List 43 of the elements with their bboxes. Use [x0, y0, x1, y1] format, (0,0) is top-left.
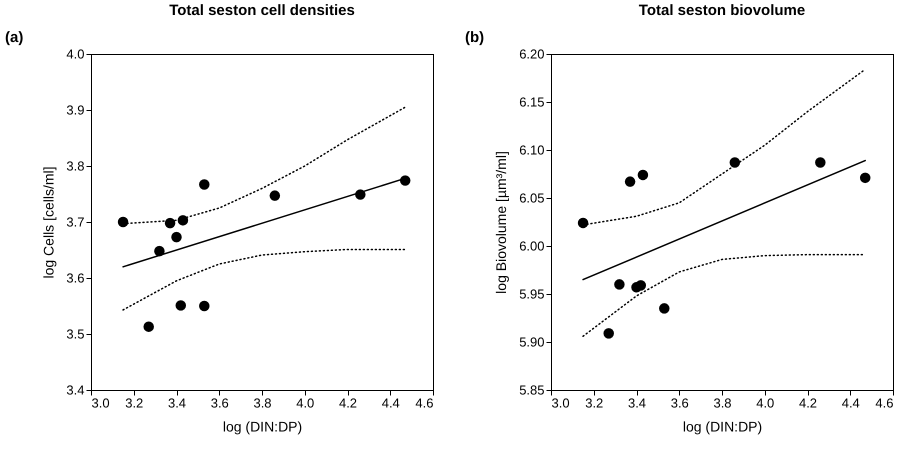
y-tick-label: 3.9 — [66, 102, 84, 118]
x-tick-label: 3.8 — [713, 396, 732, 410]
x-tick-label: 4.6 — [875, 396, 894, 410]
y-tick-label: 6.15 — [519, 94, 544, 110]
x-tick-label: 3.4 — [168, 396, 186, 410]
x-tick-label: 3.0 — [92, 396, 110, 410]
x-tick-label: 4.4 — [842, 396, 860, 410]
x-tick-label: 4.0 — [756, 396, 774, 410]
x-tick-label: 3.6 — [670, 396, 689, 410]
y-tick-label: 4.0 — [66, 46, 84, 62]
y-tick-label: 3.5 — [66, 326, 84, 342]
chart-title: Total seston biovolume — [638, 2, 806, 19]
x-tick-label: 4.2 — [338, 396, 358, 410]
x-tick-label: 4.2 — [798, 396, 818, 410]
y-tick-label: 6.10 — [519, 142, 544, 158]
line-series — [582, 254, 866, 337]
x-tick-label: 3.6 — [210, 396, 229, 410]
y-tick-label: 6.00 — [519, 238, 544, 254]
x-tick-label: 4.0 — [296, 396, 314, 410]
text: (b) — [465, 29, 484, 46]
y-tick-label: 6.20 — [519, 46, 544, 62]
y-tick-label: 5.95 — [519, 286, 544, 302]
x-tick-label: 3.2 — [125, 396, 144, 410]
x-tick-label: 3.4 — [628, 396, 646, 410]
y-tick-label: 3.4 — [66, 382, 84, 398]
x-axis-title: log (DIN:DP) — [222, 418, 302, 434]
y-axis-title: log Cells [cells/ml] — [40, 166, 56, 279]
y-tick-label: 5.90 — [519, 334, 544, 350]
y-tick-label: 6.05 — [519, 190, 544, 206]
y-tick-label: 3.8 — [66, 158, 84, 174]
x-tick-label: 4.6 — [415, 396, 434, 410]
text: (a) — [5, 29, 24, 46]
chart-title: Total seston cell densities — [169, 2, 355, 19]
y-tick-label: 3.6 — [66, 270, 84, 286]
x-tick-label: 3.8 — [253, 396, 272, 410]
x-tick-label: 3.2 — [585, 396, 604, 410]
y-axis-title: log Biovolume [µm³/ml] — [493, 151, 510, 294]
y-tick-label: 3.7 — [66, 214, 84, 230]
x-axis-title: log (DIN:DP) — [682, 418, 762, 434]
line-series — [122, 248, 406, 311]
x-tick-label: 4.4 — [382, 396, 400, 410]
x-tick-label: 3.0 — [552, 396, 570, 410]
y-tick-label: 5.85 — [519, 382, 544, 398]
